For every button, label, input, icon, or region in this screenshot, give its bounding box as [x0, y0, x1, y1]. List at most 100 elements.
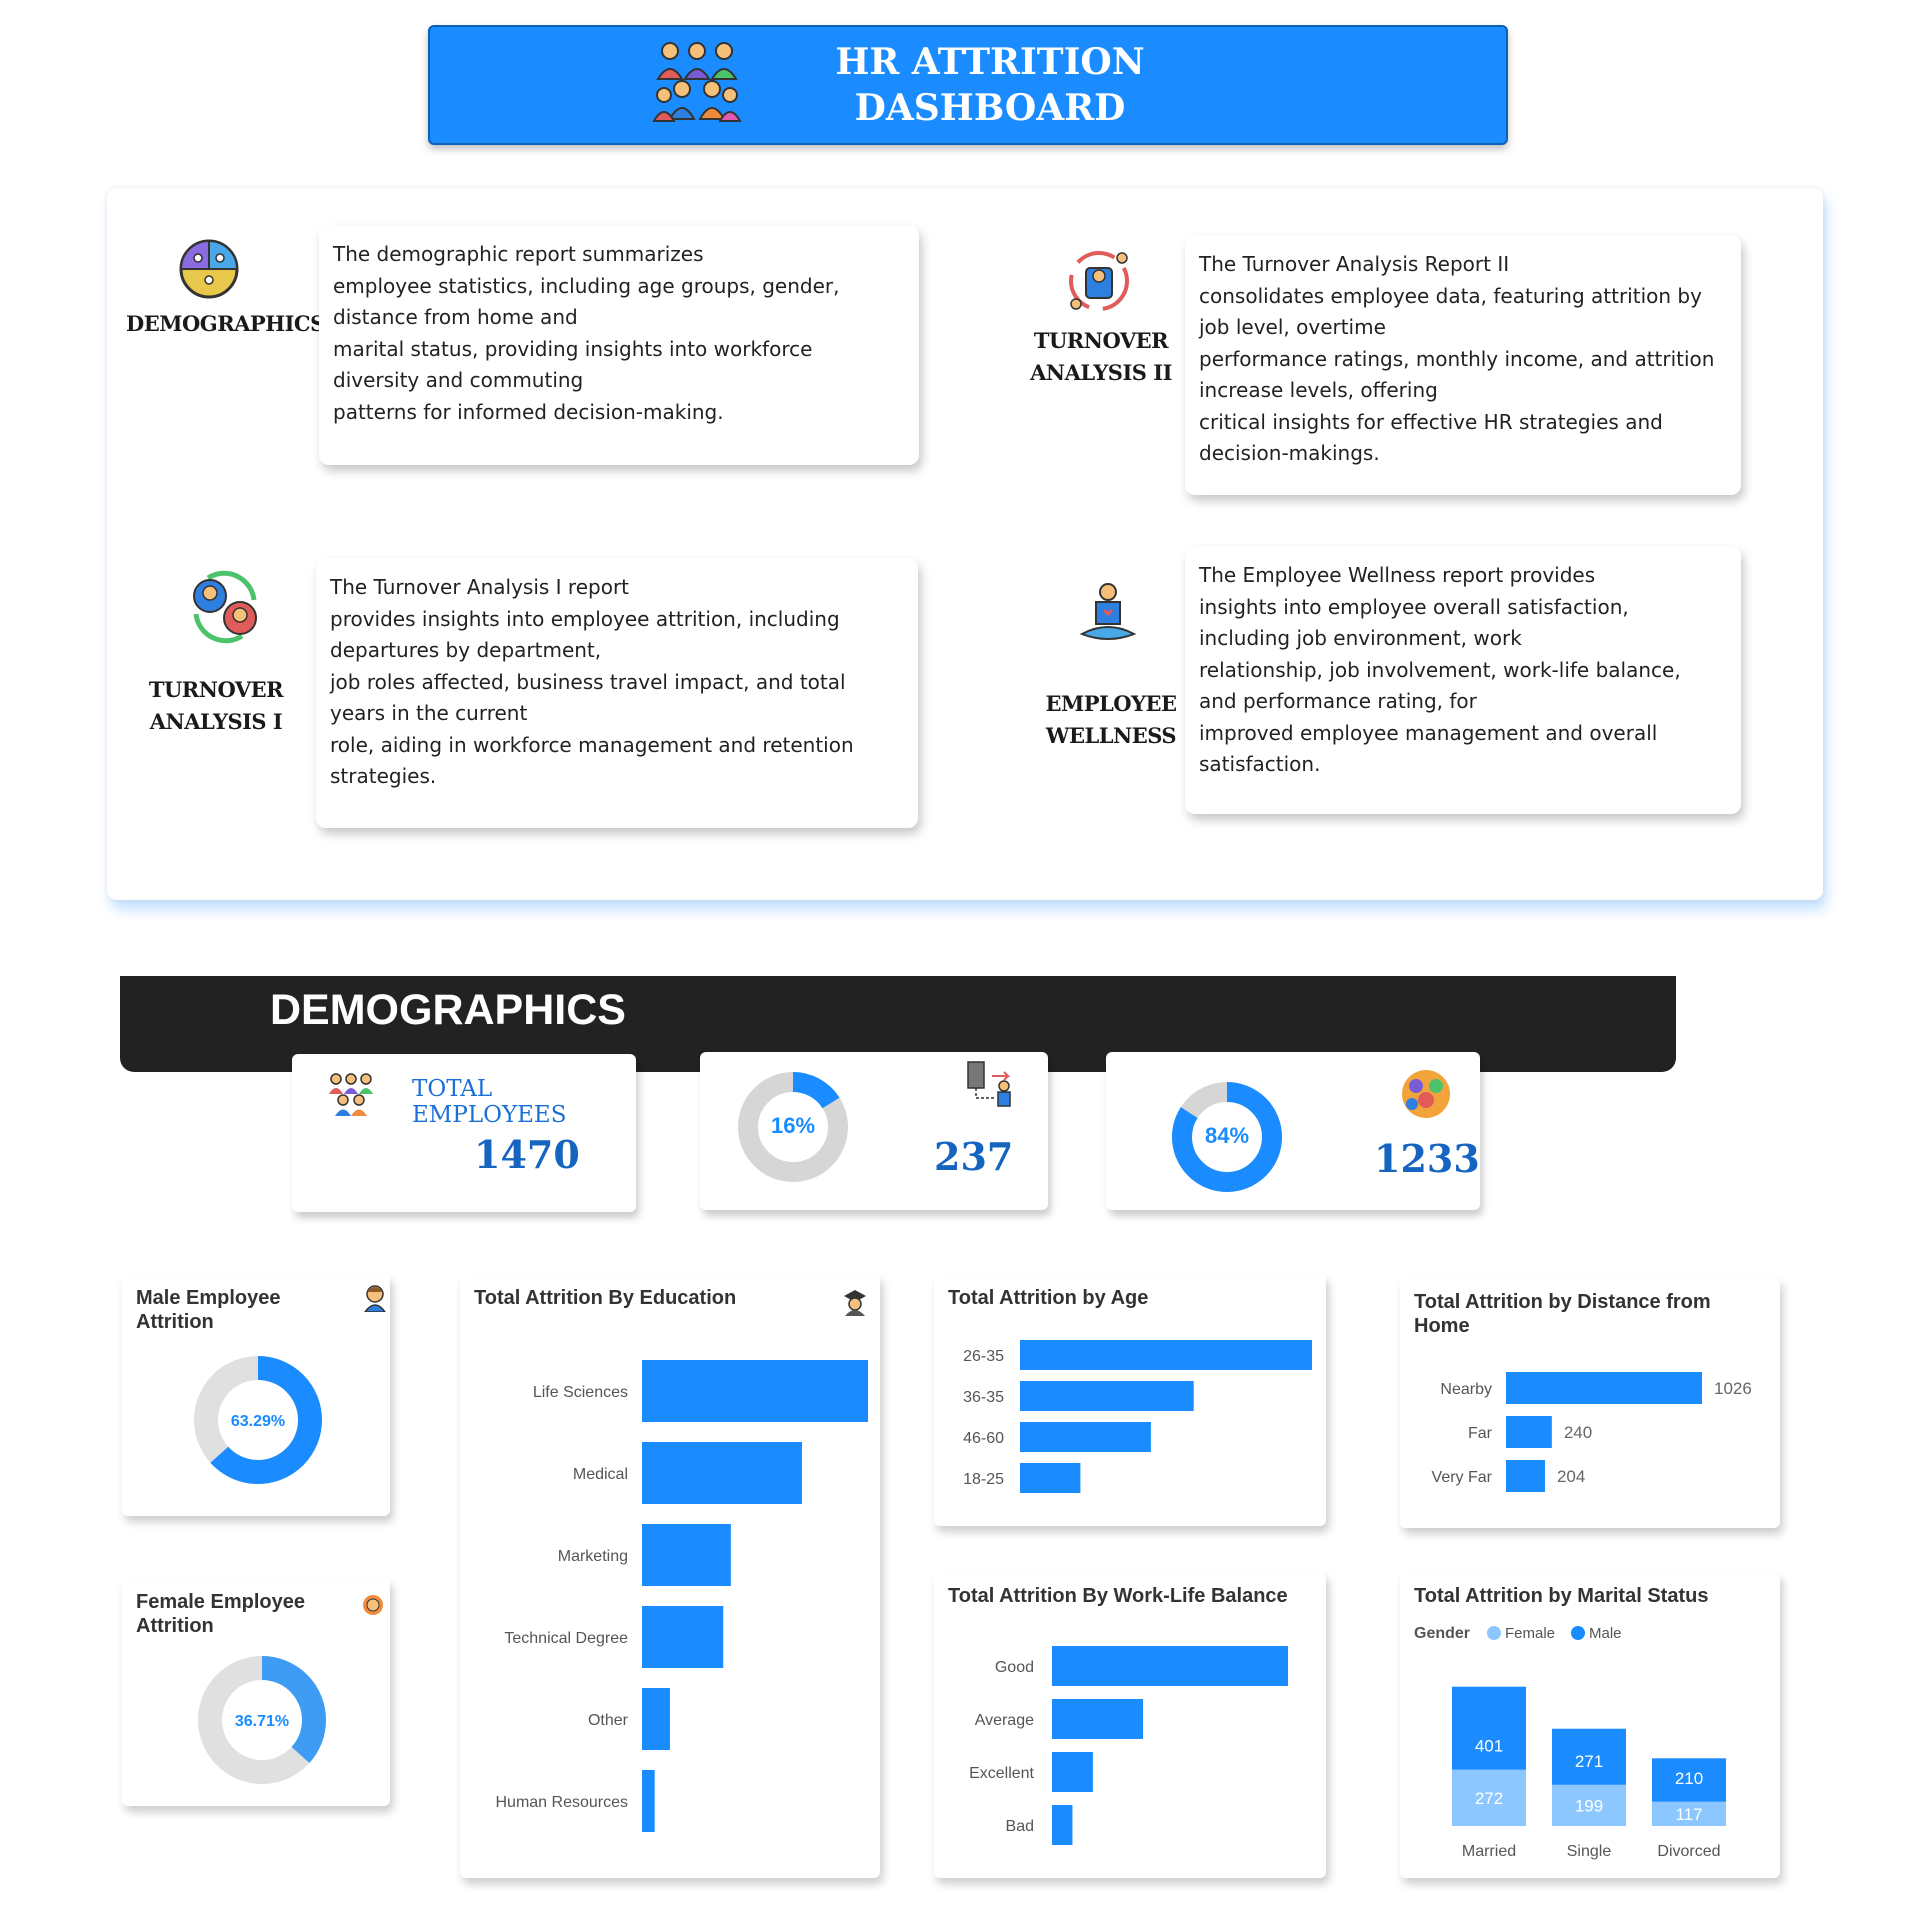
- bar-female: [1452, 1769, 1526, 1826]
- bar: [1020, 1340, 1312, 1370]
- employee-wellness-icon[interactable]: [1074, 580, 1142, 653]
- category-label: Good: [995, 1659, 1034, 1676]
- age-bar-chart: 26-35 36-35 46-60 18-25: [963, 1340, 1312, 1493]
- attrition-pct-label: 16%: [771, 1113, 815, 1138]
- category-label: 46-60: [963, 1430, 1004, 1447]
- turnover-analysis-ii-label[interactable]: TURNOVER ANALYSIS II: [1030, 328, 1172, 385]
- bar: [1052, 1646, 1288, 1686]
- worklife-bar-chart: Good Average Excellent Bad: [969, 1646, 1288, 1845]
- data-label-male: 401: [1475, 1737, 1503, 1756]
- people-group-icon: [652, 37, 742, 132]
- marital-stacked-chart: Gender Female Male 272 401 Married 199 271 Singl…: [1414, 1625, 1726, 1860]
- data-label-female: 272: [1475, 1789, 1503, 1808]
- attrition-by-age-panel: Total Attrition by Age 26-35 36-35 46-60 18…: [934, 1274, 1326, 1526]
- bar: [1506, 1416, 1552, 1448]
- legend-label: Male: [1589, 1625, 1622, 1642]
- category-label: Excellent: [969, 1765, 1034, 1782]
- female-attrition-donut: 36.71%: [194, 1652, 330, 1793]
- active-employees-card: 84% 1233: [1106, 1052, 1480, 1210]
- active-employees-value: 1233: [1374, 1136, 1480, 1181]
- category-label: Nearby: [1440, 1381, 1492, 1398]
- chart-title: Total Attrition by Age: [948, 1287, 1149, 1309]
- turnover-analysis-ii-description: The Turnover Analysis Report II consolid…: [1185, 235, 1741, 495]
- bar-female: [1552, 1784, 1626, 1826]
- turnover-analysis-i-icon[interactable]: [186, 568, 264, 651]
- dashboard-title: HR ATTRITION DASHBOARD: [835, 41, 1145, 129]
- data-label-male: 271: [1575, 1752, 1603, 1771]
- bar: [642, 1606, 724, 1668]
- category-label: Married: [1462, 1843, 1516, 1860]
- demographics-label[interactable]: DEMOGRAPHICS: [126, 311, 325, 336]
- category-label: Medical: [573, 1466, 628, 1483]
- attrition-by-education-panel: Total Attrition By Education Life Scienc…: [460, 1274, 880, 1878]
- bar: [642, 1360, 868, 1422]
- turnover-analysis-i-label[interactable]: TURNOVER ANALYSIS I: [148, 677, 284, 734]
- chart-title: Total Attrition By Education: [474, 1287, 737, 1309]
- male-attrition-title: Male Employee Attrition: [136, 1287, 281, 1333]
- data-label: 204: [1557, 1467, 1585, 1486]
- female-attrition-pct: 36.71%: [235, 1713, 289, 1730]
- chart-title: Total Attrition By Work-Life Balance: [948, 1585, 1288, 1607]
- attrition-by-distance-panel: Total Attrition by Distance from Home Ne…: [1400, 1278, 1780, 1528]
- bar: [642, 1688, 670, 1750]
- chart-title: Total Attrition by Distance from Home: [1414, 1291, 1711, 1337]
- graduate-icon: [842, 1288, 868, 1321]
- total-employees-value: 1470: [474, 1132, 580, 1177]
- data-label-female: 199: [1575, 1796, 1603, 1815]
- category-label: 26-35: [963, 1348, 1004, 1365]
- category-label: Bad: [1006, 1818, 1034, 1835]
- legend-swatch: [1487, 1626, 1501, 1640]
- bar: [642, 1524, 731, 1586]
- bar: [642, 1770, 655, 1832]
- data-label-male: 210: [1675, 1769, 1703, 1788]
- data-label: 1026: [1714, 1379, 1752, 1398]
- employee-wellness-description: The Employee Wellness report provides in…: [1185, 546, 1741, 814]
- total-employees-label: TOTAL EMPLOYEES: [412, 1076, 567, 1128]
- category-label: Divorced: [1657, 1843, 1720, 1860]
- distance-bar-chart: Nearby 1026 Far 240 Very Far 204: [1432, 1372, 1752, 1492]
- bar-female: [1652, 1801, 1726, 1826]
- attrition-by-marital-panel: Total Attrition by Marital Status Gender…: [1400, 1572, 1780, 1878]
- person-leaving-building-icon: [962, 1058, 1018, 1119]
- bar: [1506, 1372, 1702, 1404]
- active-donut: 84%: [1170, 1080, 1284, 1199]
- diverse-people-icon: [1398, 1066, 1454, 1127]
- attrition-donut: 16%: [736, 1070, 850, 1189]
- category-label: 36-35: [963, 1389, 1004, 1406]
- category-label: Marketing: [558, 1548, 628, 1565]
- data-label-female: 117: [1675, 1805, 1702, 1824]
- male-avatar-icon: [362, 1284, 388, 1317]
- category-label: Technical Degree: [504, 1630, 628, 1647]
- bar: [1052, 1699, 1144, 1739]
- category-label: Human Resources: [496, 1794, 629, 1811]
- bar: [642, 1442, 802, 1504]
- demographics-description: The demographic report summarizes employ…: [319, 225, 919, 465]
- bar: [1020, 1463, 1081, 1493]
- male-attrition-donut: 63.29%: [190, 1352, 326, 1493]
- female-attrition-title: Female Employee Attrition: [136, 1591, 305, 1637]
- turnover-analysis-ii-icon[interactable]: [1064, 246, 1134, 321]
- data-label: 240: [1564, 1423, 1592, 1442]
- demographics-icon[interactable]: [178, 238, 240, 305]
- bar: [1052, 1805, 1073, 1845]
- female-avatar-icon: [362, 1594, 384, 1621]
- legend-label: Female: [1505, 1625, 1555, 1642]
- bar: [1020, 1381, 1194, 1411]
- active-pct-label: 84%: [1205, 1123, 1249, 1148]
- bar-male: [1552, 1728, 1626, 1785]
- turnover-analysis-i-description: The Turnover Analysis I report provides …: [316, 558, 918, 828]
- male-attrition-pct: 63.29%: [231, 1413, 285, 1430]
- employee-wellness-label[interactable]: EMPLOYEE WELLNESS: [1045, 691, 1177, 748]
- bar-male: [1652, 1758, 1726, 1802]
- total-employees-card: TOTAL EMPLOYEES 1470: [292, 1054, 636, 1212]
- attrition-count-card: 16% 237: [700, 1052, 1048, 1210]
- legend-swatch: [1571, 1626, 1585, 1640]
- category-label: 18-25: [963, 1471, 1004, 1488]
- attrition-count-value: 237: [934, 1134, 1014, 1179]
- male-attrition-card: Male Employee Attrition 63.29%: [122, 1274, 390, 1516]
- category-label: Life Sciences: [533, 1384, 628, 1401]
- legend-title: Gender: [1414, 1625, 1470, 1642]
- category-label: Other: [588, 1712, 629, 1729]
- demographics-title: DEMOGRAPHICS: [270, 986, 626, 1034]
- attrition-by-worklife-panel: Total Attrition By Work-Life Balance Goo…: [934, 1572, 1326, 1878]
